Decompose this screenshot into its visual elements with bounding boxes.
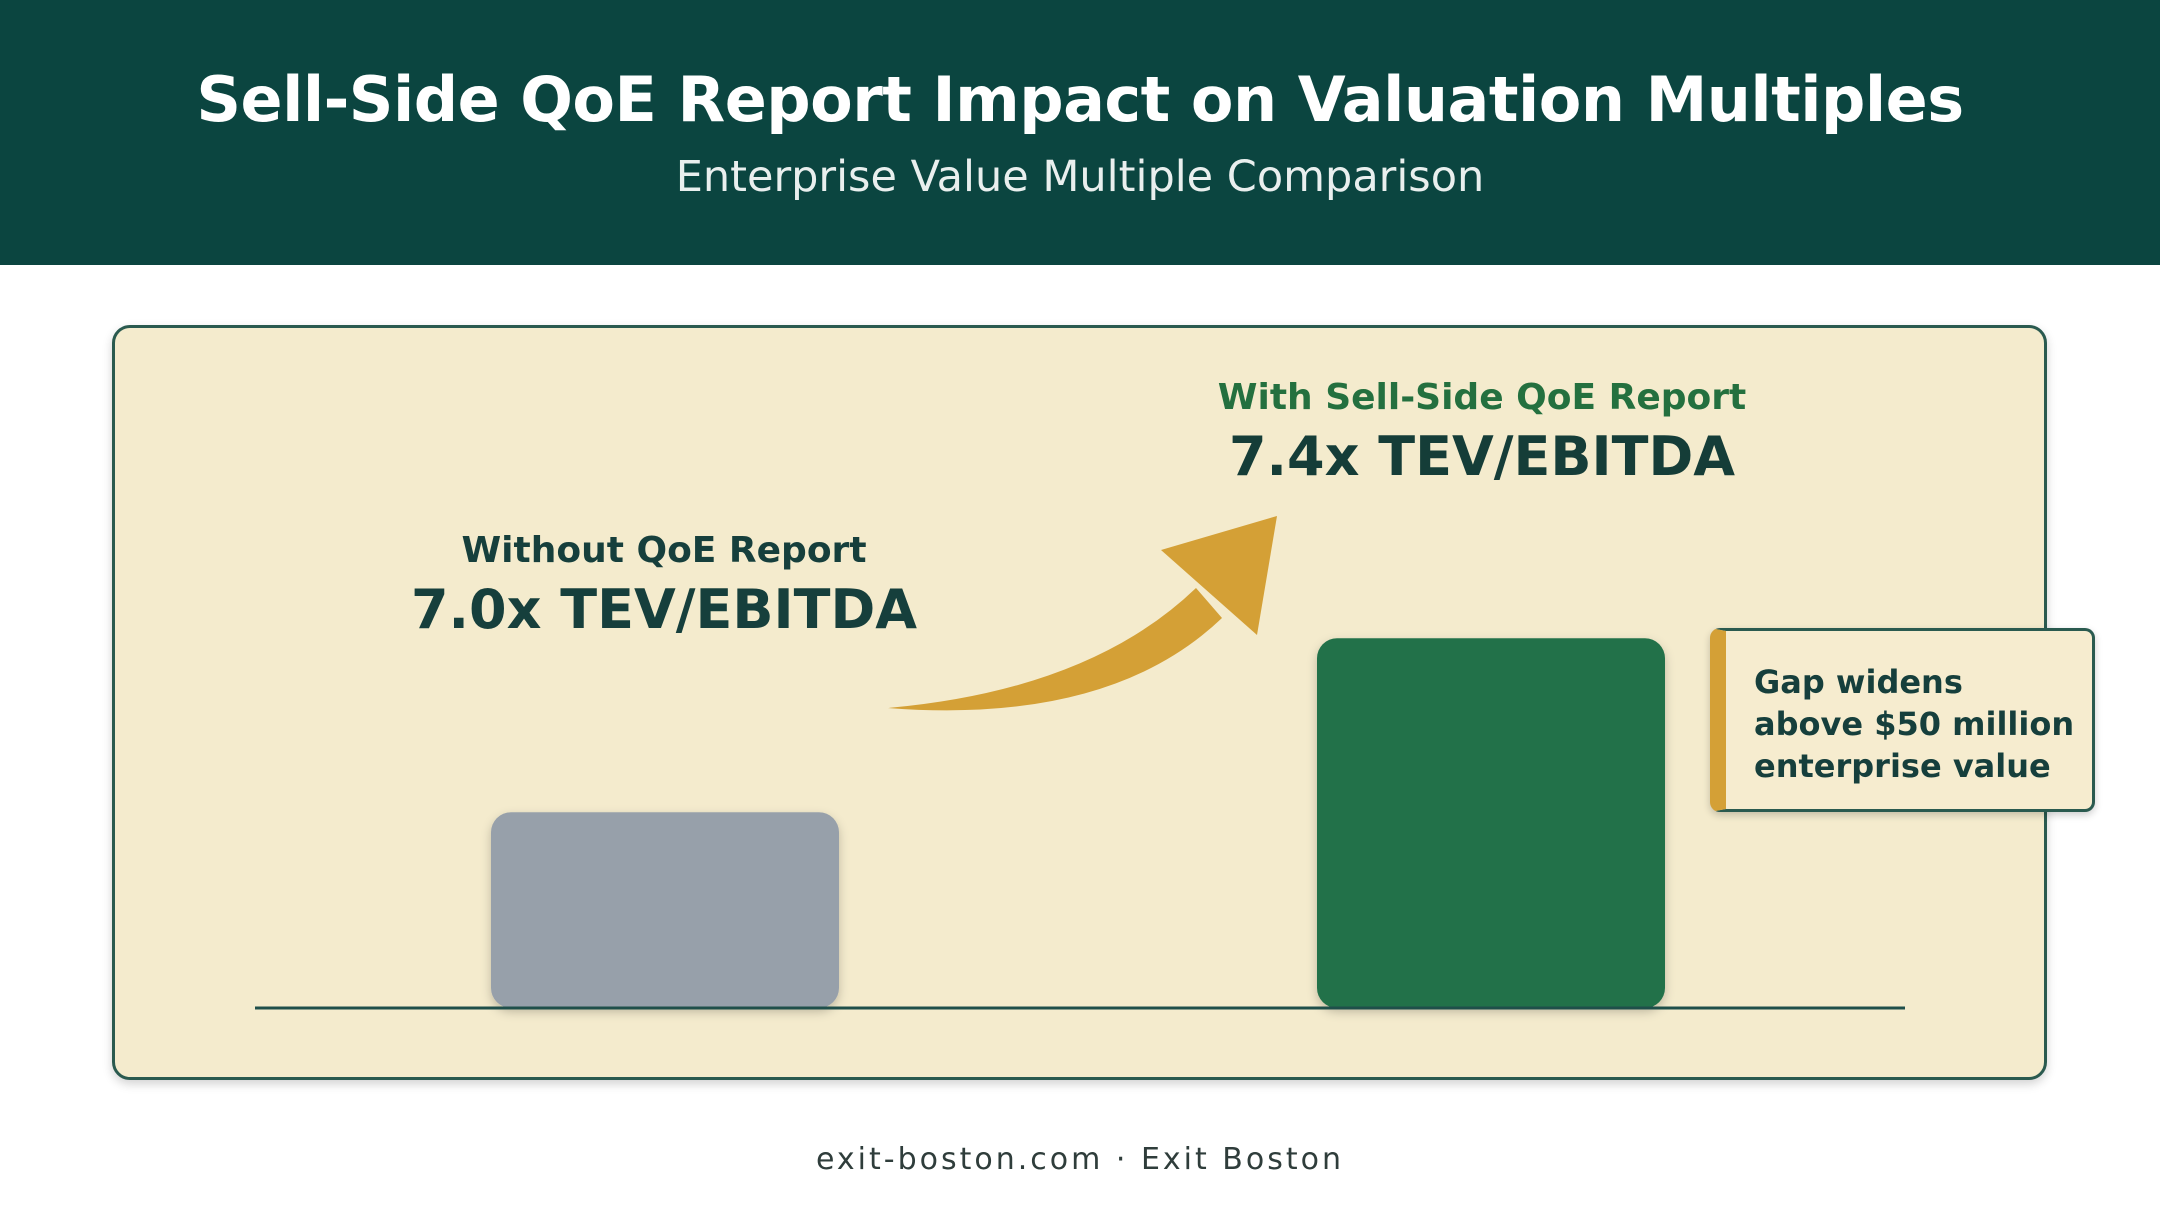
header-banner: Sell-Side QoE Report Impact on Valuation… bbox=[0, 0, 2160, 265]
annotation-text: Gap widens above $50 million enterprise … bbox=[1754, 663, 2075, 785]
category-label: With Sell-Side QoE Report bbox=[1217, 377, 1747, 418]
category-label: Without QoE Report bbox=[461, 530, 867, 571]
bar-label-without-qoe: Without QoE Report 7.0x TEV/EBITDA bbox=[344, 527, 984, 645]
page-subtitle: Enterprise Value Multiple Comparison bbox=[675, 152, 1485, 202]
bar-without-qoe bbox=[491, 812, 839, 1008]
value-label: 7.4x TEV/EBITDA bbox=[1228, 425, 1736, 488]
footer-credit: exit-boston.com · Exit Boston bbox=[815, 1142, 1345, 1177]
increase-arrow bbox=[888, 516, 1277, 711]
arrow-head bbox=[1161, 516, 1277, 635]
page-title: Sell-Side QoE Report Impact on Valuation… bbox=[196, 63, 1964, 136]
annotation-callout: Gap widens above $50 million enterprise … bbox=[1710, 628, 2095, 812]
value-label: 7.0x TEV/EBITDA bbox=[410, 578, 918, 641]
arrow-shaft bbox=[888, 588, 1222, 711]
bar-with-qoe bbox=[1317, 638, 1665, 1008]
bar-label-with-qoe: With Sell-Side QoE Report 7.4x TEV/EBITD… bbox=[1162, 374, 1802, 492]
